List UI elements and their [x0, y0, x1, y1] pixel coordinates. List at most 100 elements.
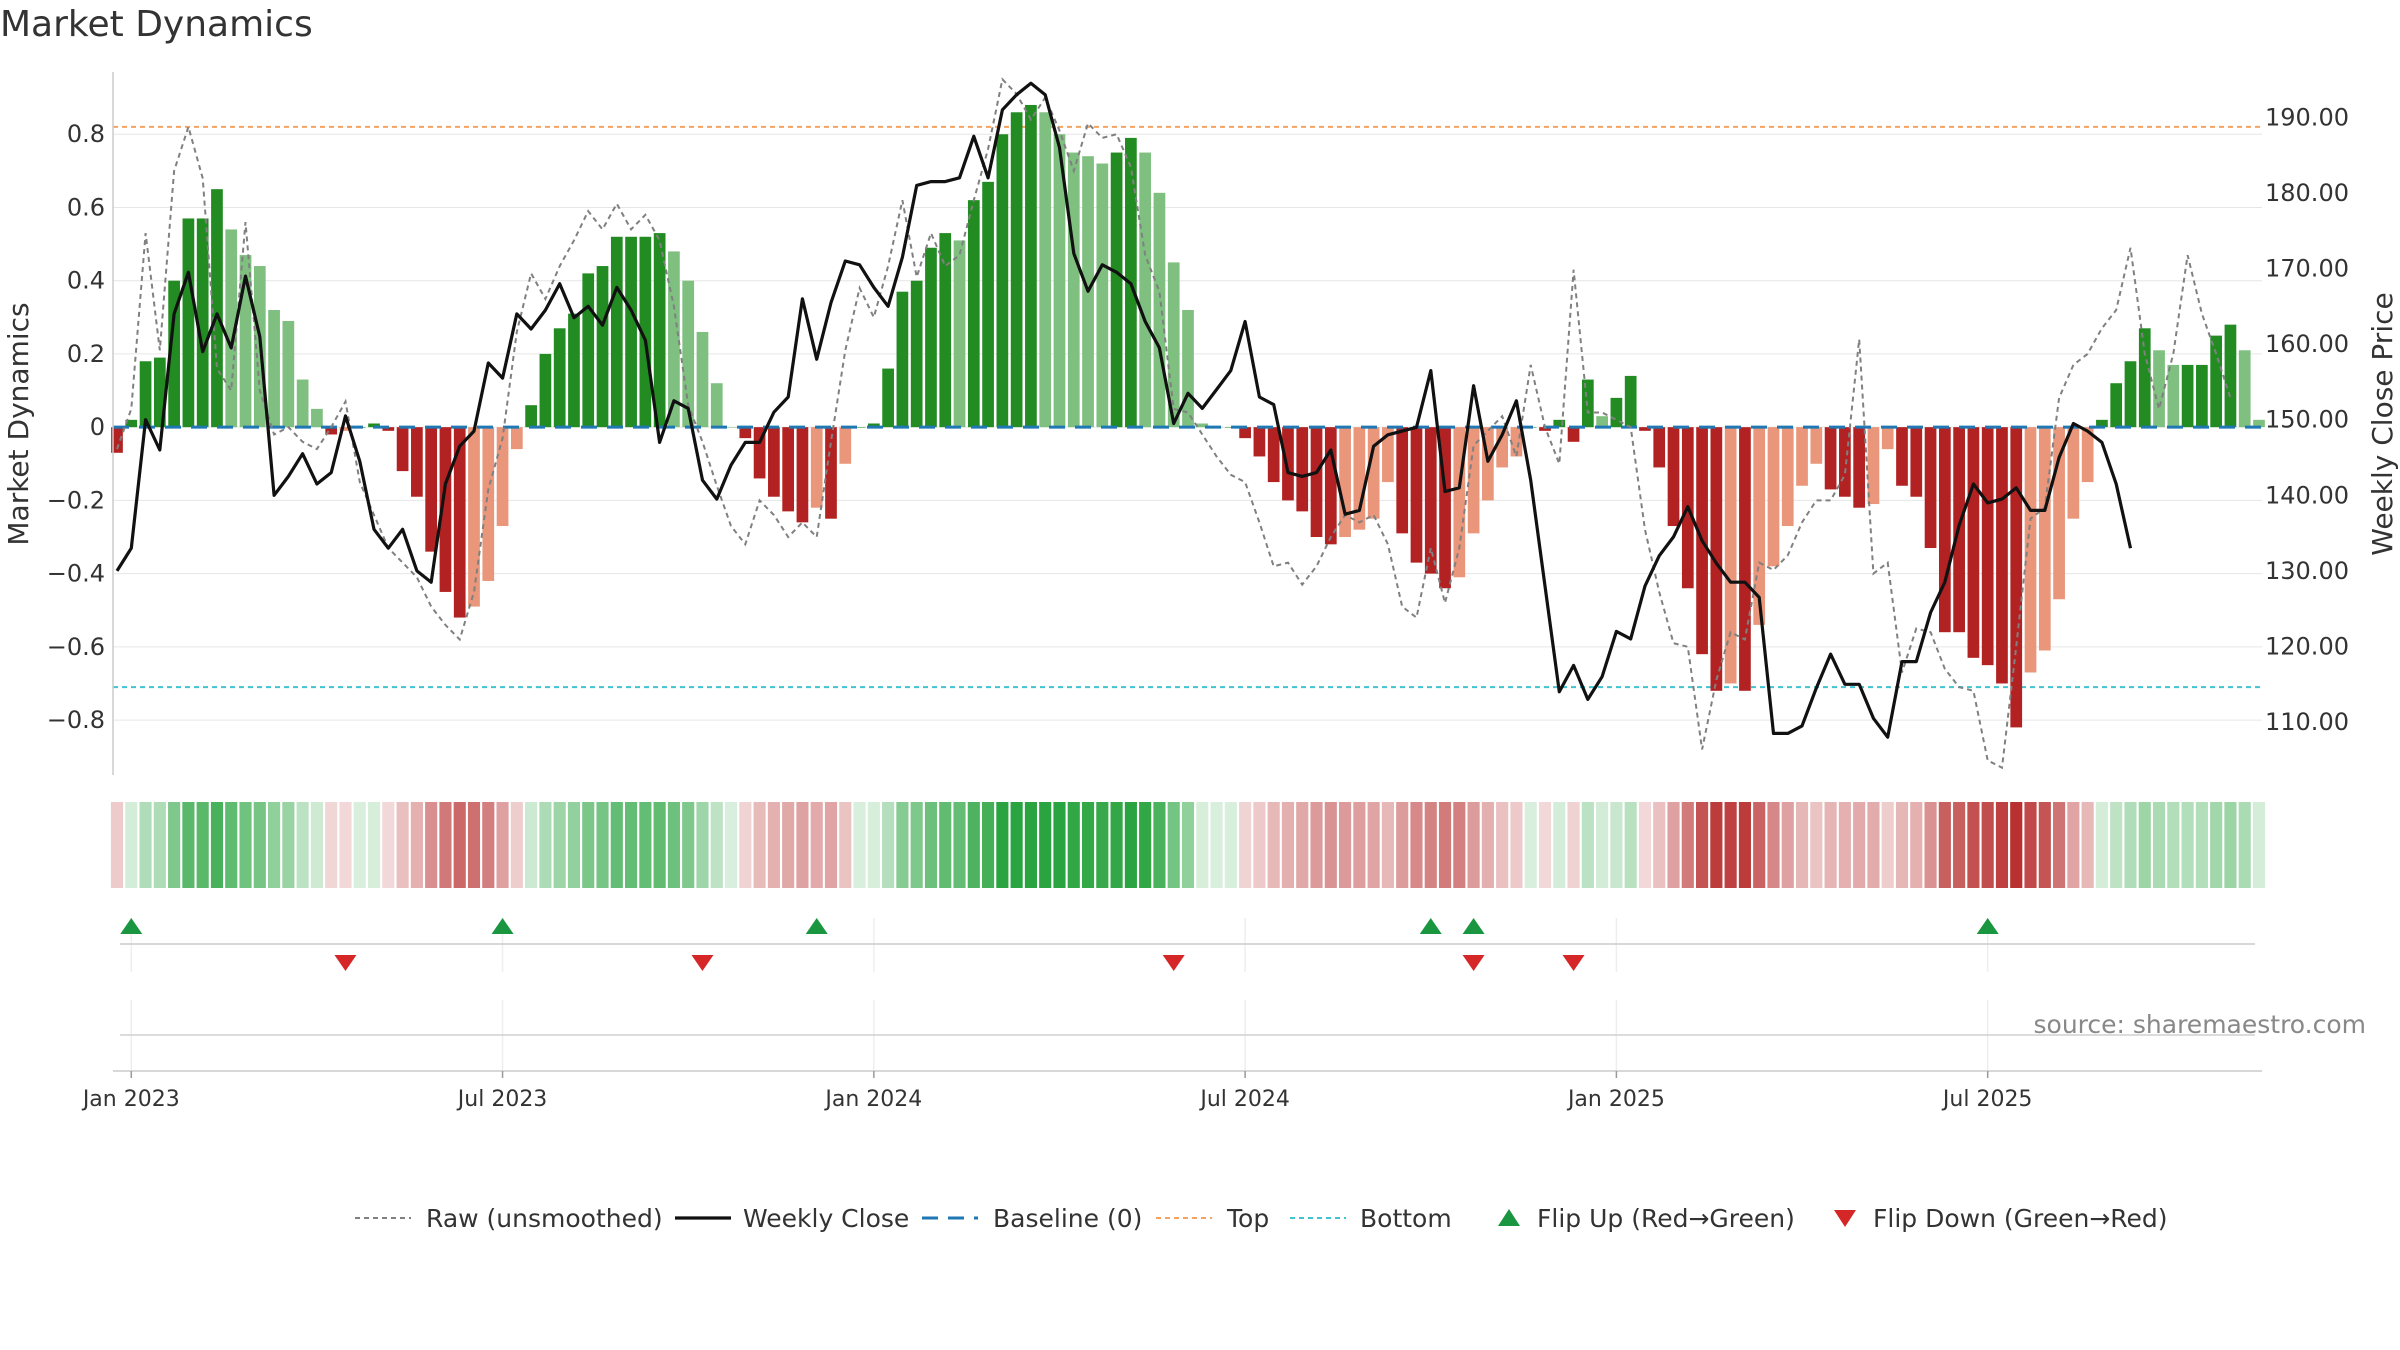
bar [1410, 427, 1423, 563]
right-tick-label: 130.00 [2265, 557, 2349, 585]
x-tick-label: Jan 2023 [81, 1087, 180, 1112]
bar [682, 280, 695, 428]
bar [225, 229, 238, 428]
bar [1624, 375, 1637, 428]
right-tick-label: 150.00 [2265, 406, 2349, 434]
x-tick-label: Jul 2024 [1198, 1087, 1290, 1112]
bar [896, 291, 909, 428]
bar [282, 320, 295, 428]
bar [1610, 397, 1623, 428]
bar [610, 236, 623, 428]
strip-cell [953, 802, 966, 888]
bar [182, 218, 195, 428]
strip-cell [210, 802, 224, 888]
strip-cell [1753, 802, 1766, 888]
strip-cell [325, 802, 338, 888]
strip-cell [2152, 802, 2166, 888]
strip-cell [724, 802, 738, 888]
strip-cell [2138, 802, 2151, 888]
chart-title: Market Dynamics [0, 4, 313, 45]
bar [1467, 427, 1480, 534]
legend: Raw (unsmoothed) Weekly Close Baseline (0)… [355, 1204, 2168, 1233]
bar [625, 236, 637, 428]
bar [668, 251, 680, 428]
bar [1753, 427, 1766, 625]
strip-cell [453, 802, 466, 888]
bar [1010, 112, 1023, 428]
strip-cell [2081, 802, 2094, 888]
bar [2124, 361, 2137, 428]
bar [339, 427, 352, 431]
right-tick-label: 170.00 [2265, 255, 2349, 283]
bar [2253, 419, 2265, 428]
strip-cell [924, 802, 938, 888]
bar [1824, 427, 1837, 490]
bar [982, 181, 994, 428]
strip-cell [1053, 802, 1066, 888]
strip-cell [939, 802, 952, 888]
right-tick-label: 140.00 [2265, 481, 2349, 509]
strip-cell [239, 802, 252, 888]
strip-cell [225, 802, 238, 888]
bar [1596, 416, 1608, 428]
bar [2181, 364, 2194, 428]
bar [1167, 262, 1180, 428]
bar [2010, 427, 2023, 728]
strip-cell [2095, 802, 2108, 888]
flip-up-marker [120, 918, 143, 934]
bar [996, 134, 1009, 428]
bar [1496, 427, 1509, 468]
strip-cell [867, 802, 880, 888]
strip-cell [1181, 802, 1195, 888]
strip-cell [2110, 802, 2123, 888]
bar [910, 280, 923, 428]
bar [1810, 427, 1823, 464]
strip-cell [1867, 802, 1880, 888]
bar [1938, 427, 1951, 633]
bar [2038, 427, 2051, 651]
bar [168, 280, 180, 428]
strip-cell [1810, 802, 1823, 888]
strip-cell [1795, 802, 1809, 888]
bar [468, 427, 480, 607]
strip-cell [1567, 802, 1580, 888]
bar [482, 427, 495, 581]
strip-cell [2053, 802, 2066, 888]
strip-cell [353, 802, 366, 888]
strip-cell [1981, 802, 1994, 888]
time-axis: Jan 2023 Jul 2023 Jan 2024 Jul 2024 Jan 2025… [81, 1071, 2032, 1112]
strip-cell [1124, 802, 1137, 888]
bar [382, 427, 395, 431]
bar [268, 309, 280, 428]
bar [411, 427, 423, 497]
strip-cell [2210, 802, 2223, 888]
strip-cell [296, 802, 309, 888]
strip-cell [2024, 802, 2037, 888]
bar [1781, 427, 1794, 527]
strip-cell [125, 802, 138, 888]
raw-series [116, 77, 2232, 770]
left-tick-label: 0 [90, 413, 105, 441]
flip-up-marker [491, 918, 514, 934]
legend-flip-up-swatch [1498, 1209, 1520, 1226]
bar [2238, 350, 2251, 428]
bar [739, 427, 752, 439]
bar [839, 427, 852, 464]
strip-cell [1581, 802, 1594, 888]
flip-down-marker [334, 955, 357, 971]
regime-strip [110, 802, 2266, 888]
x-tick-label: Jan 2025 [1566, 1087, 1665, 1112]
x-tick-label: Jul 2023 [456, 1087, 548, 1112]
empty-panel: source: sharemaestro.com [113, 1000, 2366, 1072]
left-tick-label: 0.2 [67, 340, 105, 368]
bar [867, 423, 880, 428]
bar [1339, 427, 1351, 538]
strip-cell [425, 802, 438, 888]
legend-label: Raw (unsmoothed) [426, 1204, 663, 1233]
strip-cell [710, 802, 723, 888]
strip-cell [396, 802, 409, 888]
bar [325, 427, 338, 435]
strip-cell [682, 802, 695, 888]
bar [953, 240, 966, 428]
bar [1453, 427, 1466, 578]
